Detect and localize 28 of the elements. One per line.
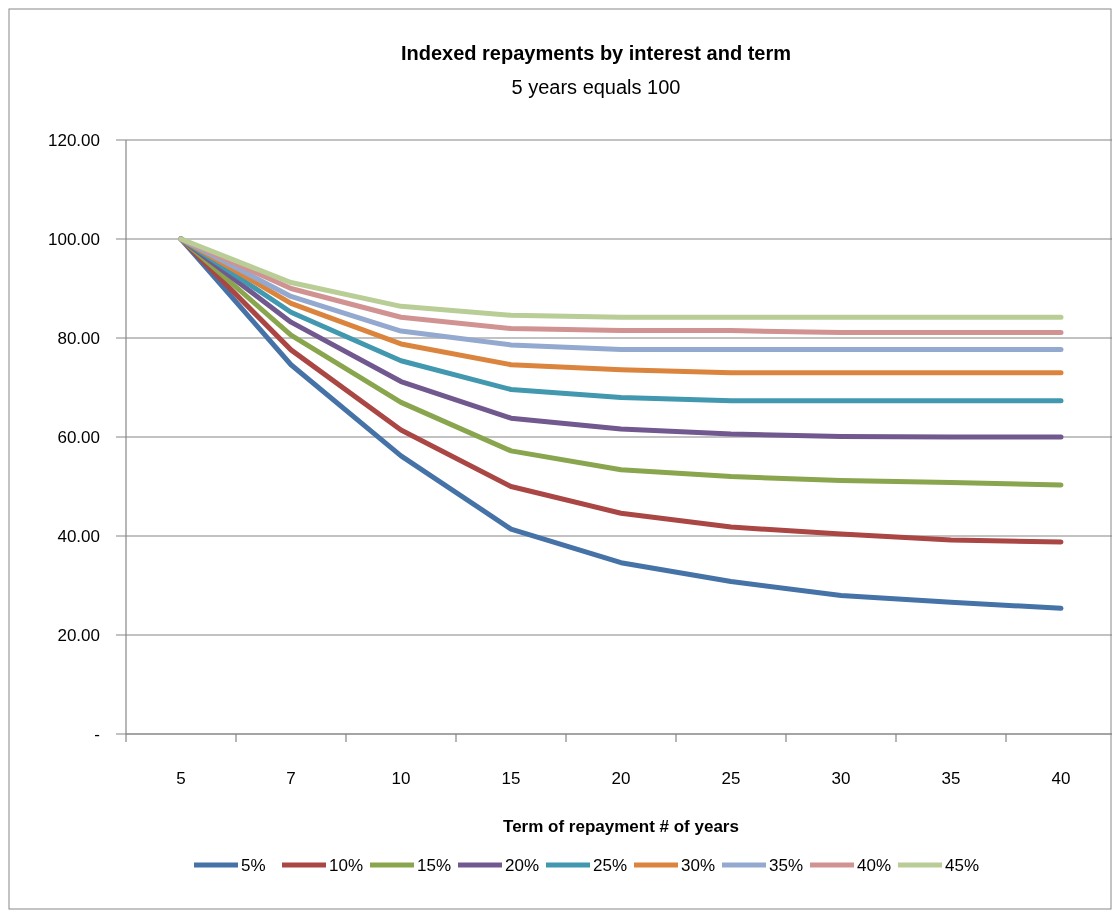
legend-label: 25% [593,855,628,875]
legend-label: 40% [857,855,892,875]
legend-label: 5% [241,855,266,875]
x-tick-label: 15 [501,769,521,788]
legend-label: 45% [945,855,980,875]
x-tick-label: 40 [1051,769,1071,788]
x-tick-label: 20 [611,769,631,788]
y-tick-label: 80.00 [57,328,100,348]
y-tick-label: - [94,724,100,744]
y-tick-label: 100.00 [48,229,100,249]
x-tick-label: 5 [176,769,186,788]
x-tick-label: 30 [831,769,851,788]
chart-subtitle: 5 years equals 100 [511,76,681,98]
legend-label: 30% [681,855,716,875]
x-axis-title: Term of repayment # of years [503,817,739,836]
x-tick-label: 10 [391,769,411,788]
legend-label: 15% [417,855,452,875]
x-tick-label: 25 [721,769,741,788]
y-tick-label: 120.00 [48,130,100,150]
legend-label: 20% [505,855,540,875]
legend-label: 35% [769,855,804,875]
legend-label: 10% [329,855,364,875]
chart-title: Indexed repayments by interest and term [400,42,792,64]
x-tick-label: 7 [286,769,296,788]
x-tick-label: 35 [941,769,961,788]
y-tick-label: 60.00 [57,427,100,447]
y-tick-label: 40.00 [57,526,100,546]
y-tick-label: 20.00 [57,625,100,645]
